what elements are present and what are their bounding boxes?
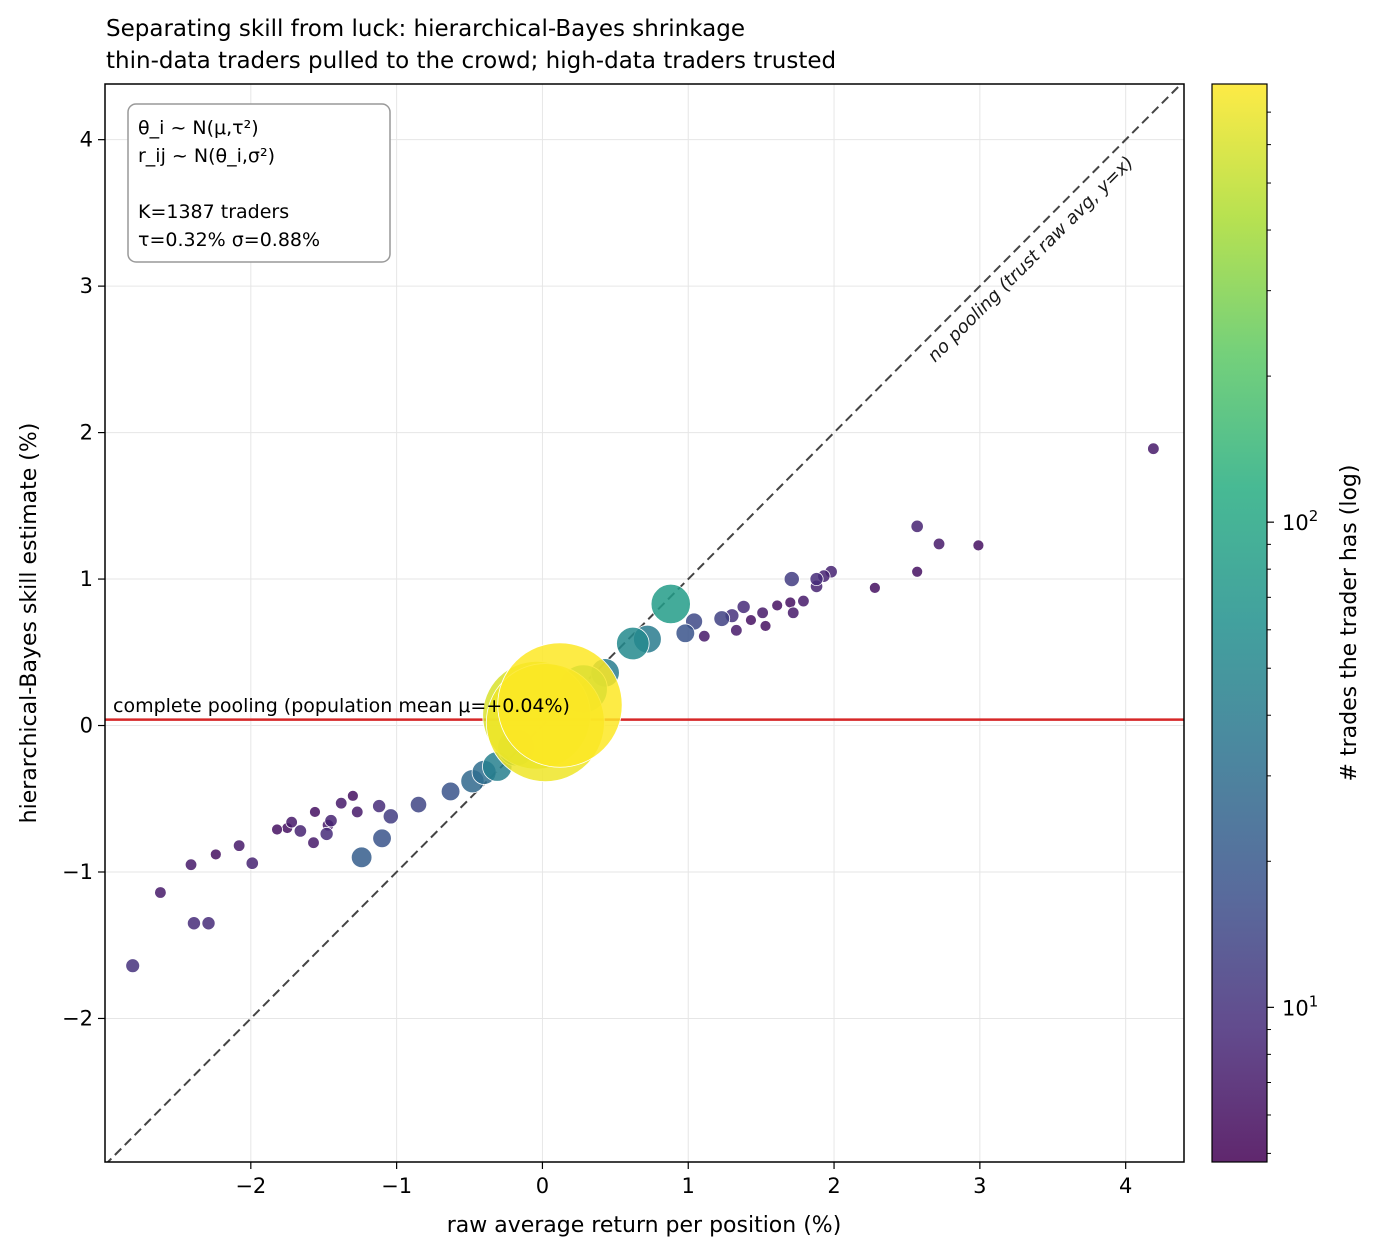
chart-title: Separating skill from luck: hierarchical… bbox=[106, 16, 745, 42]
y-tick-label: 1 bbox=[80, 567, 93, 591]
y-tick-label: −2 bbox=[62, 1006, 93, 1030]
trader-point bbox=[868, 581, 881, 594]
trader-point bbox=[184, 858, 198, 871]
colorbar-tick-label: 101 bbox=[1282, 992, 1318, 1020]
trader-point bbox=[675, 623, 696, 643]
y-tick-label: 3 bbox=[80, 274, 93, 298]
identity-line bbox=[106, 84, 1183, 1162]
trader-point bbox=[698, 629, 711, 643]
trader-point bbox=[346, 789, 359, 802]
trader-point bbox=[713, 610, 731, 627]
trader-point bbox=[324, 814, 338, 828]
annotation-line-4: K=1387 traders bbox=[138, 201, 289, 223]
trader-point bbox=[309, 806, 321, 818]
colorbar-gradient bbox=[1212, 84, 1267, 1162]
x-tick-label: 2 bbox=[827, 1174, 840, 1198]
annotation-box: θ_i ~ N(μ,τ²) r_ij ~ N(θ_i,σ²) K=1387 tr… bbox=[127, 103, 391, 263]
trader-point bbox=[759, 620, 772, 632]
trader-point bbox=[616, 626, 650, 661]
trader-point bbox=[351, 805, 364, 819]
trader-point bbox=[783, 571, 800, 588]
colorbar-tick-exponent: 1 bbox=[1309, 992, 1319, 1010]
trader-point bbox=[201, 916, 216, 931]
trader-point bbox=[932, 537, 946, 551]
annotation-box-frame bbox=[127, 103, 391, 263]
y-tick-label: 0 bbox=[80, 714, 93, 738]
x-axis-label: raw average return per position (%) bbox=[447, 1213, 842, 1238]
trader-point bbox=[784, 596, 797, 609]
plot-area: no pooling (trust raw avg, y=x) complete… bbox=[62, 83, 1185, 1198]
annotation-line-5: τ=0.32% σ=0.88% bbox=[138, 229, 320, 251]
x-tick-label: 4 bbox=[1119, 1174, 1132, 1198]
trader-point bbox=[787, 606, 800, 619]
trader-point bbox=[409, 795, 428, 814]
trader-point bbox=[293, 824, 308, 838]
trader-point bbox=[232, 839, 246, 852]
trader-point bbox=[730, 624, 743, 637]
trader-point bbox=[186, 916, 201, 931]
plot-frame bbox=[104, 83, 1185, 1163]
colorbar-tick-label: 102 bbox=[1282, 507, 1318, 535]
pooling-line-label: complete pooling (population mean μ=+0.0… bbox=[113, 695, 570, 717]
trader-point bbox=[372, 799, 387, 814]
x-tick-label: −1 bbox=[381, 1174, 412, 1198]
trader-point bbox=[271, 823, 283, 836]
y-tick-label: 4 bbox=[80, 128, 93, 152]
trader-point bbox=[972, 539, 985, 552]
x-tick-label: 1 bbox=[682, 1174, 695, 1198]
trader-point bbox=[319, 826, 334, 841]
trader-point bbox=[125, 958, 141, 974]
trader-point bbox=[382, 808, 399, 825]
trader-point bbox=[756, 606, 769, 619]
chart-subtitle: thin-data traders pulled to the crowd; h… bbox=[106, 48, 836, 74]
y-tick-label: 2 bbox=[80, 421, 93, 445]
annotation-line-1: θ_i ~ N(μ,τ²) bbox=[138, 117, 259, 139]
trader-point bbox=[809, 572, 824, 587]
colorbar-ticks: 101 102 bbox=[1267, 111, 1318, 1154]
x-axis-ticks: −2 −1 0 1 2 3 4 bbox=[235, 1162, 1132, 1198]
trader-point bbox=[307, 836, 320, 849]
annotation-line-2: r_ij ~ N(θ_i,σ²) bbox=[138, 145, 275, 167]
y-axis-label: hierarchical-Bayes skill estimate (%) bbox=[17, 423, 42, 824]
grid bbox=[105, 84, 1184, 1162]
x-tick-label: 3 bbox=[973, 1174, 986, 1198]
y-axis-ticks: −2 −1 0 1 2 3 4 bbox=[62, 128, 105, 1030]
colorbar-label: # trades the trader has (log) bbox=[1337, 465, 1362, 782]
trader-point bbox=[911, 565, 924, 578]
trader-point bbox=[650, 583, 691, 625]
trader-point bbox=[797, 594, 810, 608]
trader-point bbox=[736, 599, 751, 614]
trader-point bbox=[910, 519, 924, 533]
trader-point bbox=[154, 886, 167, 899]
x-tick-label: 0 bbox=[536, 1174, 549, 1198]
trader-point bbox=[497, 642, 623, 768]
reference-lines bbox=[105, 84, 1184, 1162]
trader-point bbox=[440, 781, 461, 802]
colorbar-frame bbox=[1211, 83, 1268, 1163]
trader-point bbox=[372, 828, 392, 849]
trader-point bbox=[334, 796, 348, 810]
trader-point bbox=[745, 614, 757, 626]
trader-point bbox=[1147, 442, 1160, 455]
trader-point bbox=[771, 599, 784, 612]
colorbar: 101 102 # trades the trader has (log) bbox=[1211, 83, 1362, 1163]
trader-point bbox=[209, 848, 222, 861]
colorbar-tick-exponent: 2 bbox=[1309, 507, 1319, 525]
x-tick-label: −2 bbox=[235, 1174, 266, 1198]
trader-point bbox=[245, 856, 259, 870]
trader-point bbox=[285, 815, 298, 829]
trader-point bbox=[350, 846, 373, 869]
data-points bbox=[125, 442, 1160, 974]
y-tick-label: −1 bbox=[62, 860, 93, 884]
